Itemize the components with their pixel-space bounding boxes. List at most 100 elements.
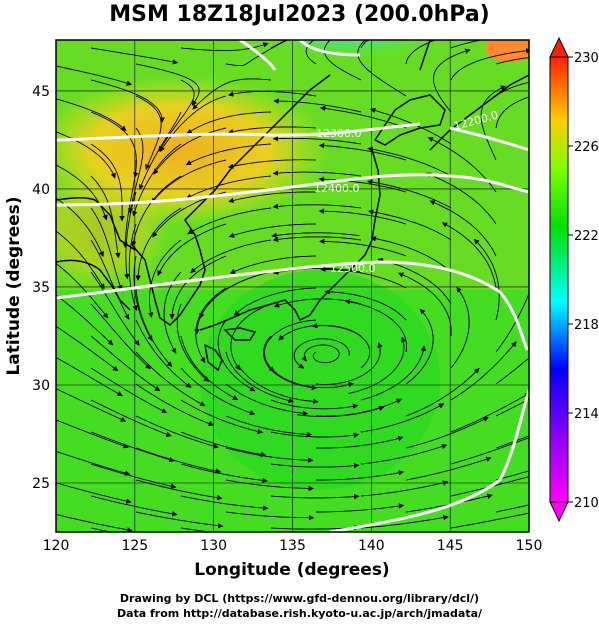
streamline — [56, 65, 133, 86]
streamline — [319, 105, 407, 129]
streamline — [405, 416, 489, 449]
contour-label-12400: 12400.0 — [314, 182, 360, 195]
streamline — [135, 415, 219, 449]
streamline — [370, 236, 452, 273]
streamline — [233, 287, 317, 316]
streamline — [293, 338, 350, 369]
streamline — [450, 512, 529, 529]
streamline — [135, 95, 162, 170]
streamline — [225, 383, 309, 416]
streamline — [239, 367, 319, 404]
streamline — [90, 303, 151, 370]
streamline — [495, 504, 529, 513]
wind-streamlines — [56, 40, 549, 532]
streamline — [495, 470, 529, 481]
streamline — [225, 40, 289, 67]
streamline — [217, 319, 256, 392]
streamline — [541, 293, 549, 304]
streamline — [158, 79, 195, 152]
height-contours — [56, 40, 529, 532]
streamline — [450, 286, 470, 369]
y-tick-label: 40 — [32, 182, 50, 198]
streamline — [270, 40, 288, 49]
plot-frame — [55, 39, 530, 533]
streamline — [135, 207, 182, 281]
streamline — [124, 191, 137, 280]
streamline — [296, 405, 385, 418]
streamline — [176, 303, 210, 382]
colorbar-tick-label: 222 — [574, 229, 599, 244]
streamline — [90, 143, 125, 222]
streamline — [450, 435, 529, 465]
streamline — [405, 367, 480, 417]
streamline — [360, 514, 449, 529]
streamline — [495, 81, 529, 97]
streamline — [138, 111, 182, 191]
streamline — [541, 256, 549, 272]
streamline — [135, 511, 224, 529]
streamline — [433, 48, 471, 113]
contour-label-12300: 12300.0 — [316, 127, 362, 140]
streamline — [90, 463, 177, 489]
streamline — [135, 383, 215, 427]
streamline — [360, 443, 448, 465]
streamline — [90, 47, 179, 65]
streamline — [305, 40, 317, 65]
streamline — [180, 399, 263, 435]
streamline — [186, 175, 272, 199]
streamline — [192, 78, 272, 110]
streamline — [227, 126, 317, 135]
streamline — [324, 289, 407, 321]
streamline — [318, 208, 407, 225]
streamline — [180, 42, 269, 52]
x-axis-ticks: 120 125 130 135 140 145 150 — [43, 538, 543, 554]
streamline — [180, 527, 215, 532]
colorbar-tick-label: 210 — [574, 496, 599, 511]
streamline — [316, 435, 404, 449]
streamline — [450, 40, 484, 49]
streamline — [90, 335, 161, 392]
streamline — [229, 255, 316, 274]
streamline — [195, 287, 227, 363]
streamline — [56, 450, 131, 476]
streamline — [90, 367, 168, 414]
streamline — [495, 292, 529, 353]
x-tick-label: 140 — [358, 538, 385, 554]
streamline — [541, 194, 548, 208]
colorbar-tick-label: 230 — [574, 51, 599, 66]
x-tick-label: 130 — [200, 538, 227, 554]
streamline — [159, 95, 227, 152]
streamline — [272, 203, 362, 210]
streamline — [473, 238, 500, 321]
streamline — [228, 223, 316, 238]
streamline — [357, 40, 407, 97]
streamline — [273, 98, 362, 113]
streamline — [429, 200, 497, 257]
y-tick-label: 45 — [32, 84, 50, 100]
streamline — [495, 96, 529, 129]
contour-label-12500: 12500.0 — [330, 262, 376, 275]
streamline — [225, 511, 315, 521]
streamline — [495, 357, 529, 385]
x-tick-label: 125 — [121, 538, 148, 554]
streamline — [90, 431, 175, 463]
streamline — [90, 175, 121, 259]
colorbar-tick-label: 226 — [574, 140, 599, 155]
colorbar-tick-label: 214 — [574, 407, 599, 422]
streamline — [348, 336, 407, 394]
streamline — [316, 503, 405, 513]
streamline — [133, 255, 153, 342]
streamline — [225, 415, 313, 438]
streamline — [56, 388, 127, 422]
streamline — [405, 456, 492, 481]
streamline — [541, 222, 549, 240]
streamline — [90, 79, 165, 123]
streamline — [185, 143, 272, 166]
streamline — [272, 135, 362, 145]
streamline — [135, 447, 222, 474]
streamline — [90, 399, 172, 437]
streamline — [315, 342, 383, 385]
streamline — [495, 435, 529, 449]
y-tick-label: 35 — [32, 280, 50, 296]
y-tick-label: 30 — [32, 378, 50, 394]
